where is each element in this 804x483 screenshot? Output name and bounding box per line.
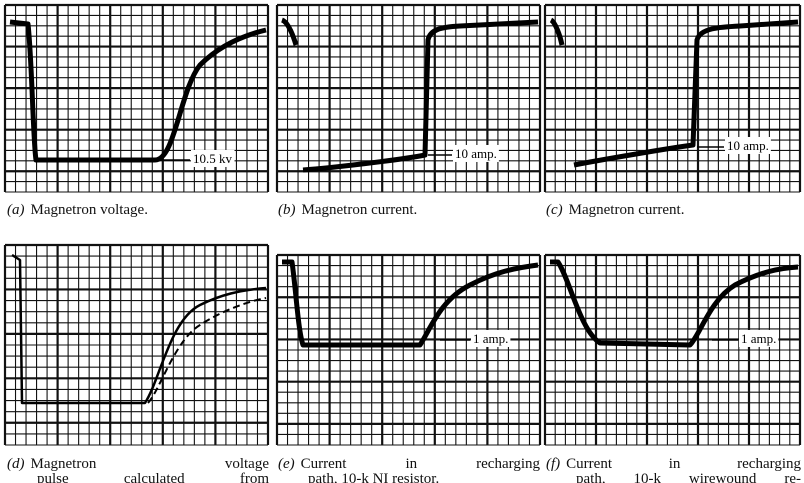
annotation-label: 10 amp. <box>727 138 769 153</box>
caption-line: path, 10-k wirewound re- <box>546 472 801 483</box>
caption-line: (d) Magnetron voltage <box>7 457 269 472</box>
caption-text: Magnetron current. <box>568 202 685 218</box>
caption-line: path, 10-k NI resistor. <box>278 472 540 483</box>
oscillogram: 10.5 kv <box>3 3 270 193</box>
oscillogram <box>3 243 270 446</box>
panel-label: (c) <box>546 202 563 218</box>
caption-text: path, 10-k NI resistor. <box>308 471 440 483</box>
caption-text: path, 10-k wirewound re- <box>576 471 801 483</box>
caption: (e) Current in recharging path, 10-k NI re… <box>278 457 540 483</box>
oscillogram: 10 amp. <box>543 3 802 193</box>
panel-label: (f) <box>546 456 561 472</box>
caption-text: Current in recharging <box>300 456 540 472</box>
caption-text: Magnetron current. <box>301 202 418 218</box>
panel-label: (a) <box>7 202 25 218</box>
trace-dashed <box>147 297 267 404</box>
caption: (d) Magnetron voltage pulse calculated fro… <box>7 457 269 483</box>
caption-line: (a) Magnetron voltage. <box>7 203 269 218</box>
annotation-label: 1 amp. <box>473 331 508 346</box>
oscillogram: 10 amp. <box>275 3 542 193</box>
trace <box>280 17 539 173</box>
caption-line: (e) Current in recharging <box>278 457 540 472</box>
annotation-box <box>739 329 779 347</box>
caption-line: (c) Magnetron current. <box>546 203 801 218</box>
caption: (c) Magnetron current. <box>546 203 801 218</box>
caption-text: pulse calculated from <box>37 471 269 483</box>
caption-text: Current in recharging <box>566 456 801 472</box>
oscillogram: 1 amp. <box>275 253 542 446</box>
trace <box>282 259 539 348</box>
caption: (a) Magnetron voltage. <box>7 203 269 218</box>
caption-line: (b) Magnetron current. <box>278 203 540 218</box>
annotation-box <box>471 329 511 347</box>
caption-text: Magnetron voltage <box>30 456 270 472</box>
trace <box>549 17 799 168</box>
annotation-box <box>191 149 235 167</box>
caption-line: (f) Current in recharging <box>546 457 801 472</box>
oscillogram: 1 amp. <box>543 253 802 446</box>
caption-line: pulse calculated from <box>7 472 269 483</box>
annotation-box <box>725 136 771 154</box>
trace <box>550 259 799 348</box>
annotation-box <box>453 144 499 162</box>
caption: (f) Current in recharging path, 10-k wirew… <box>546 457 801 483</box>
panel-label: (d) <box>7 456 25 472</box>
trace <box>9 19 267 163</box>
caption-text: Magnetron voltage. <box>30 202 148 218</box>
panel-label: (b) <box>278 202 296 218</box>
caption: (b) Magnetron current. <box>278 203 540 218</box>
annotation-label: 10.5 kv <box>193 151 233 166</box>
trace <box>11 253 267 405</box>
panel-label: (e) <box>278 456 295 472</box>
annotation-label: 10 amp. <box>455 146 497 161</box>
annotation-label: 1 amp. <box>741 331 776 346</box>
